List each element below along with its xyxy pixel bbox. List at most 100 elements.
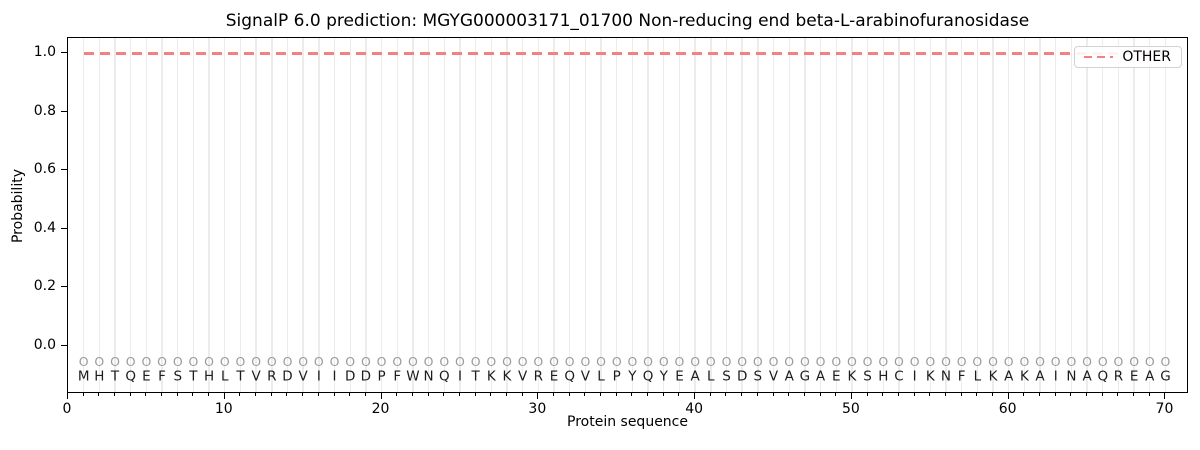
- gridline: [992, 38, 994, 392]
- predicted-label-marker: O: [1097, 353, 1108, 369]
- y-tick: [61, 52, 67, 54]
- residue-letter: E: [549, 368, 559, 384]
- gridline: [521, 38, 524, 392]
- x-minor-tick: [741, 393, 743, 397]
- x-tick-label: 20: [371, 401, 390, 417]
- residue-letter: L: [707, 368, 715, 384]
- predicted-label-marker: O: [298, 353, 309, 369]
- x-tick-label: 60: [998, 401, 1017, 417]
- gridline: [866, 38, 869, 392]
- y-axis-label: Probability: [10, 169, 26, 244]
- gridline: [82, 38, 85, 392]
- residue-letter: L: [221, 368, 229, 384]
- predicted-label-marker: O: [251, 353, 262, 369]
- x-minor-tick: [897, 393, 899, 397]
- residue-letter: E: [675, 368, 684, 384]
- residue-letter: G: [1160, 368, 1171, 384]
- residue-letter: S: [863, 368, 872, 384]
- x-minor-tick: [615, 393, 617, 397]
- gridline: [161, 38, 163, 392]
- x-minor-tick: [82, 393, 84, 397]
- gridline: [443, 38, 445, 392]
- predicted-label-marker: O: [705, 353, 716, 369]
- predicted-label-marker: O: [141, 353, 152, 369]
- x-major-tick: [694, 393, 696, 399]
- gridline: [98, 38, 101, 392]
- residue-letter: E: [1129, 368, 1139, 384]
- predicted-label-marker: O: [658, 353, 669, 369]
- predicted-label-marker: O: [721, 353, 732, 369]
- x-major-tick: [1007, 393, 1009, 399]
- gridline: [302, 38, 304, 392]
- predicted-label-marker: O: [517, 353, 528, 369]
- x-minor-tick: [819, 393, 821, 397]
- gridline: [1070, 38, 1073, 392]
- x-minor-tick: [286, 393, 288, 397]
- x-minor-tick: [443, 393, 445, 397]
- residue-letter: I: [457, 368, 462, 384]
- predicted-label-marker: O: [313, 353, 324, 369]
- residue-letter: A: [1145, 368, 1155, 384]
- gridline: [882, 38, 884, 392]
- residue-letter: I: [912, 368, 917, 384]
- x-minor-tick: [1023, 393, 1025, 397]
- predicted-label-marker: O: [988, 353, 998, 369]
- legend: OTHER: [1074, 46, 1182, 68]
- x-major-tick: [380, 393, 382, 399]
- residue-letter: P: [377, 368, 386, 384]
- x-minor-tick: [349, 393, 351, 397]
- predicted-label-marker: O: [564, 353, 575, 369]
- gridline: [1149, 38, 1151, 392]
- x-minor-tick: [474, 393, 476, 397]
- x-minor-tick: [678, 393, 680, 397]
- x-minor-tick: [427, 393, 429, 397]
- predicted-label-marker: O: [956, 353, 967, 369]
- gridline: [114, 38, 116, 392]
- gridline: [1133, 38, 1135, 392]
- predicted-label-marker: O: [266, 353, 277, 369]
- predicted-label-marker: O: [752, 353, 763, 369]
- x-minor-tick: [756, 393, 758, 397]
- predicted-label-marker: O: [768, 353, 779, 369]
- predicted-label-marker: O: [408, 353, 418, 369]
- gridline: [506, 38, 508, 392]
- gridline: [647, 38, 649, 392]
- x-minor-tick: [835, 393, 837, 397]
- gridline: [365, 38, 367, 392]
- residue-letter: S: [753, 368, 763, 384]
- gridline: [130, 38, 132, 392]
- predicted-label-marker: O: [878, 353, 889, 369]
- gridline: [631, 38, 634, 392]
- gridline: [835, 38, 837, 392]
- predicted-label-marker: O: [596, 353, 606, 369]
- x-tick-label: 40: [685, 401, 704, 417]
- predicted-label-marker: O: [235, 353, 246, 369]
- gridline: [710, 38, 712, 392]
- gridline: [427, 38, 430, 392]
- residue-letter: Q: [564, 368, 576, 384]
- predicted-label-marker: O: [846, 353, 857, 369]
- residue-letter: T: [471, 368, 480, 384]
- residue-letter: V: [298, 368, 308, 384]
- residue-letter: I: [316, 368, 321, 384]
- x-minor-tick: [976, 393, 978, 397]
- predicted-label-marker: O: [172, 353, 183, 369]
- gridline: [772, 38, 775, 392]
- x-minor-tick: [709, 393, 711, 397]
- gridline: [1164, 38, 1167, 392]
- x-minor-tick: [411, 393, 413, 397]
- gridline: [255, 38, 257, 392]
- gridline: [913, 38, 916, 392]
- gridline: [286, 38, 289, 392]
- predicted-label-marker: O: [1082, 353, 1092, 369]
- residue-letter: D: [282, 368, 293, 384]
- predicted-label-marker: O: [831, 353, 842, 369]
- x-minor-tick: [505, 393, 507, 397]
- gridline: [819, 38, 822, 392]
- residue-letter: K: [925, 368, 935, 384]
- gridline: [694, 38, 696, 392]
- y-tick: [61, 344, 67, 346]
- residue-letter: S: [722, 368, 731, 384]
- predicted-label-marker: O: [1050, 353, 1061, 369]
- predicted-label-marker: O: [643, 353, 654, 369]
